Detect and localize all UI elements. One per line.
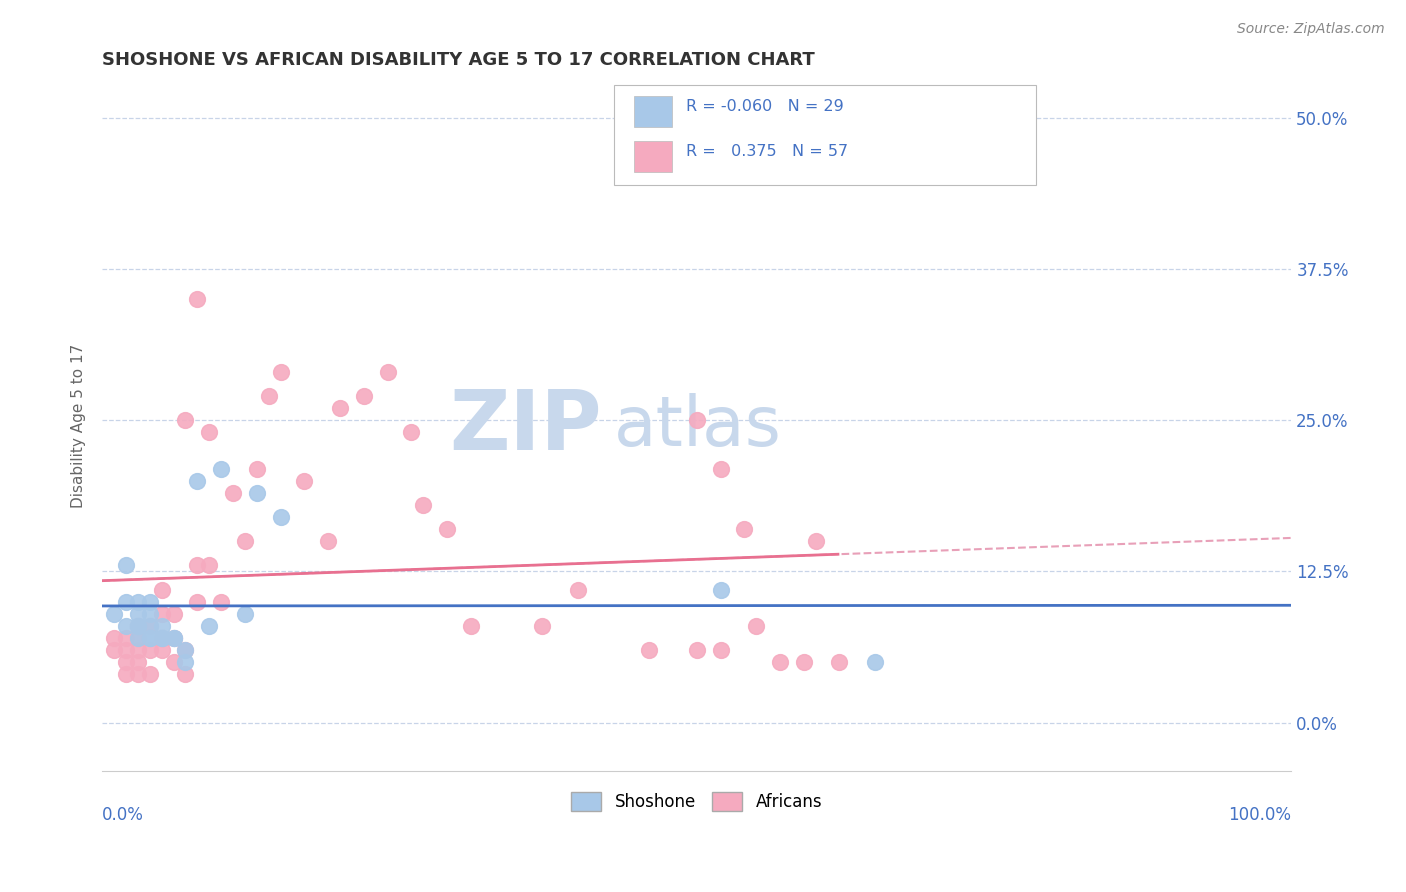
Point <box>246 461 269 475</box>
Point <box>150 631 173 645</box>
Point <box>103 607 125 621</box>
Text: ZIP: ZIP <box>449 385 602 467</box>
Point <box>115 667 138 681</box>
Point <box>709 582 731 597</box>
Point <box>139 607 162 621</box>
FancyBboxPatch shape <box>634 96 672 128</box>
Point <box>127 655 149 669</box>
Point <box>198 619 221 633</box>
Point <box>115 643 138 657</box>
Point <box>174 643 197 657</box>
Point <box>377 365 399 379</box>
Point <box>209 595 232 609</box>
Point <box>793 655 815 669</box>
Point <box>804 534 827 549</box>
Text: Source: ZipAtlas.com: Source: ZipAtlas.com <box>1237 22 1385 37</box>
Point <box>733 522 755 536</box>
Point <box>828 655 851 669</box>
Point <box>745 619 768 633</box>
Text: 0.0%: 0.0% <box>103 805 143 823</box>
Point <box>127 595 149 609</box>
Point <box>436 522 458 536</box>
Point <box>139 595 162 609</box>
Point <box>709 461 731 475</box>
Point <box>162 631 184 645</box>
Point <box>162 607 184 621</box>
Point <box>292 474 315 488</box>
Point <box>127 619 149 633</box>
Point <box>139 619 162 633</box>
Text: R = -0.060   N = 29: R = -0.060 N = 29 <box>686 99 844 114</box>
Point <box>162 655 184 669</box>
Point <box>127 607 149 621</box>
Point <box>460 619 482 633</box>
Text: 100.0%: 100.0% <box>1229 805 1291 823</box>
Point <box>115 595 138 609</box>
Point <box>127 643 149 657</box>
Point <box>686 643 709 657</box>
Point <box>222 485 245 500</box>
Text: SHOSHONE VS AFRICAN DISABILITY AGE 5 TO 17 CORRELATION CHART: SHOSHONE VS AFRICAN DISABILITY AGE 5 TO … <box>103 51 815 69</box>
Point <box>139 643 162 657</box>
Point <box>150 631 173 645</box>
Point <box>150 607 173 621</box>
Point <box>150 631 173 645</box>
Point <box>174 413 197 427</box>
Point <box>270 510 292 524</box>
Point <box>162 631 184 645</box>
Point <box>139 619 162 633</box>
Point <box>174 643 197 657</box>
Point <box>139 667 162 681</box>
Point <box>198 425 221 440</box>
Point <box>127 631 149 645</box>
Point <box>401 425 423 440</box>
Point <box>233 534 256 549</box>
Point <box>139 631 162 645</box>
Point <box>115 631 138 645</box>
Point <box>186 595 208 609</box>
Point <box>186 474 208 488</box>
Point <box>329 401 352 415</box>
Point <box>186 558 208 573</box>
Point <box>103 631 125 645</box>
Point <box>103 643 125 657</box>
Point <box>162 631 184 645</box>
Point <box>150 582 173 597</box>
Point <box>186 292 208 306</box>
Point <box>270 365 292 379</box>
Point <box>150 619 173 633</box>
Point <box>127 631 149 645</box>
Point <box>127 667 149 681</box>
Point <box>567 582 589 597</box>
FancyBboxPatch shape <box>634 141 672 172</box>
Point <box>139 631 162 645</box>
Point <box>174 655 197 669</box>
Point <box>686 413 709 427</box>
Point <box>198 558 221 573</box>
Legend: Shoshone, Africans: Shoshone, Africans <box>564 785 830 818</box>
Point <box>863 655 886 669</box>
Point <box>127 619 149 633</box>
FancyBboxPatch shape <box>613 85 1036 185</box>
Point <box>257 389 280 403</box>
Point <box>353 389 375 403</box>
Point <box>150 643 173 657</box>
Point <box>246 485 269 500</box>
Text: R =   0.375   N = 57: R = 0.375 N = 57 <box>686 145 848 159</box>
Point <box>709 643 731 657</box>
Point <box>127 619 149 633</box>
Point <box>115 619 138 633</box>
Point <box>115 655 138 669</box>
Point <box>115 558 138 573</box>
Point <box>174 667 197 681</box>
Point <box>638 643 661 657</box>
Text: atlas: atlas <box>613 392 782 459</box>
Point <box>769 655 792 669</box>
Point <box>209 461 232 475</box>
Point <box>412 498 434 512</box>
Y-axis label: Disability Age 5 to 17: Disability Age 5 to 17 <box>72 344 86 508</box>
Point <box>531 619 554 633</box>
Point <box>316 534 339 549</box>
Point <box>233 607 256 621</box>
